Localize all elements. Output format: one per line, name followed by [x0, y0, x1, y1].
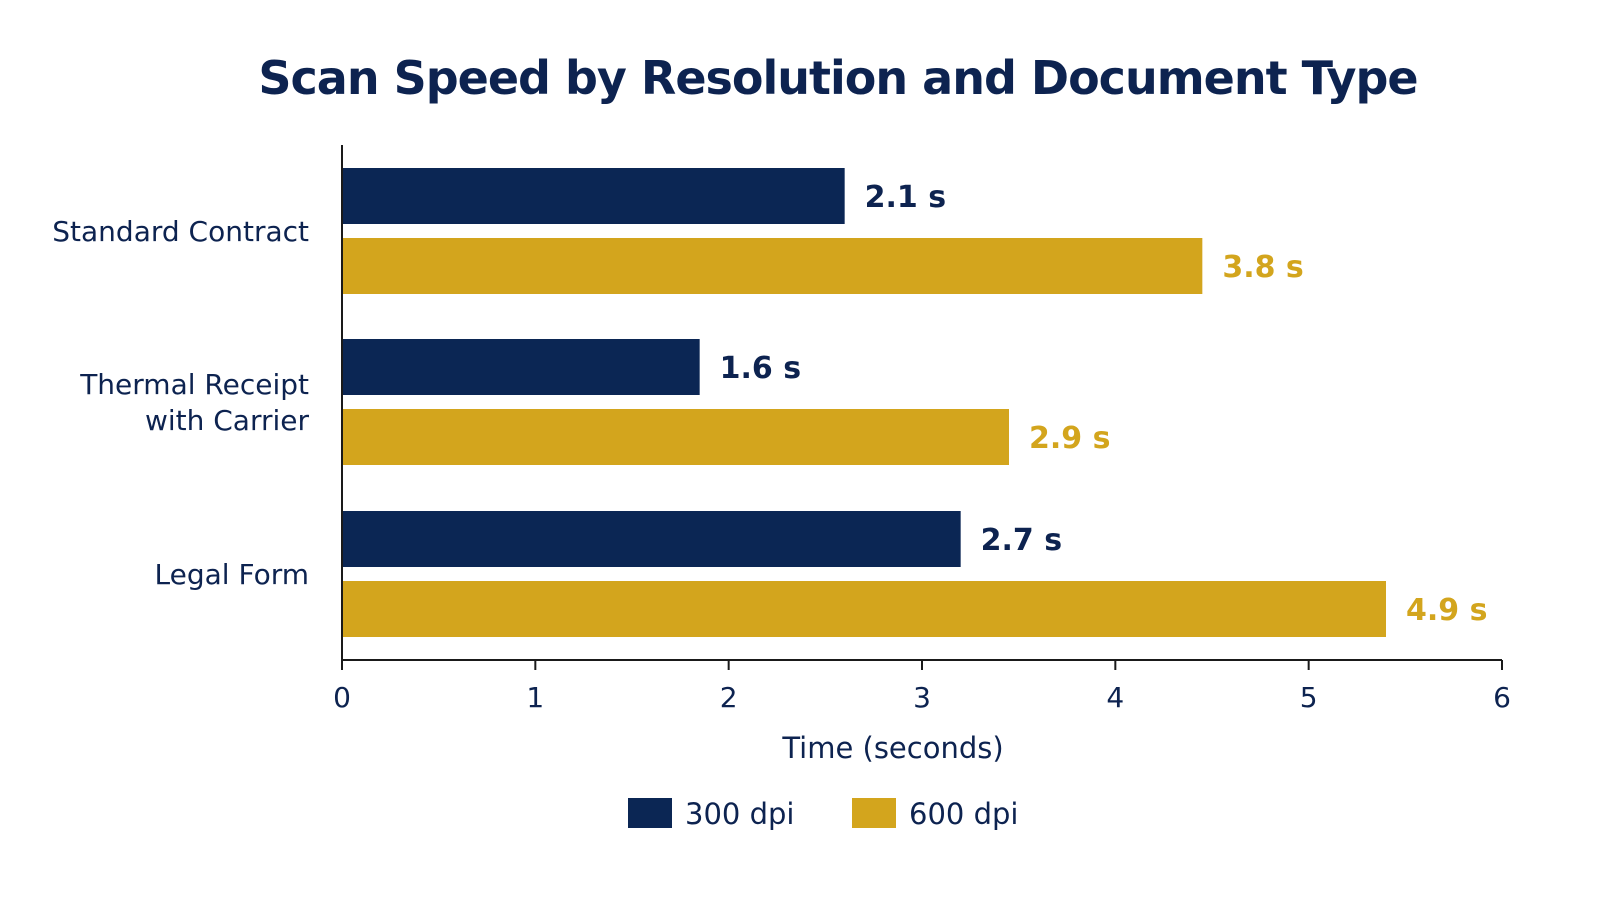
category-label-1-line-0: Thermal Receipt: [79, 368, 309, 401]
x-tick-label-6: 6: [1493, 681, 1511, 714]
value-label-600-dpi-0: 3.8 s: [1222, 250, 1303, 285]
bar-600-dpi-0: [342, 238, 1203, 294]
value-label-600-dpi-2: 4.9 s: [1406, 593, 1487, 628]
category-label-2-line-0: Legal Form: [155, 558, 309, 591]
bar-300-dpi-2: [342, 511, 961, 567]
x-tick-label-3: 3: [913, 681, 931, 714]
value-label-600-dpi-1: 2.9 s: [1029, 421, 1110, 456]
x-tick-label-1: 1: [526, 681, 544, 714]
x-axis: 0 1 2 3 4 5 6: [333, 145, 1511, 714]
chart-title: Scan Speed by Resolution and Document Ty…: [258, 51, 1417, 105]
bar-600-dpi-2: [342, 581, 1386, 637]
bars-layer: 2.1 s 1.6 s 2.7 s 3.8 s 2.9 s 4.9 s: [342, 168, 1487, 637]
x-tick-label-5: 5: [1300, 681, 1318, 714]
x-tick-label-4: 4: [1106, 681, 1124, 714]
legend-swatch-300-dpi: [628, 798, 672, 828]
x-tick-label-2: 2: [720, 681, 738, 714]
bar-600-dpi-1: [342, 409, 1009, 465]
category-label-0-line-0: Standard Contract: [52, 215, 309, 248]
bar-300-dpi-1: [342, 339, 700, 395]
legend-label-300-dpi: 300 dpi: [685, 797, 794, 831]
legend: 300 dpi 600 dpi: [628, 797, 1018, 831]
bar-300-dpi-0: [342, 168, 845, 224]
category-label-1-line-1: with Carrier: [145, 404, 310, 437]
legend-swatch-600-dpi: [852, 798, 896, 828]
legend-label-600-dpi: 600 dpi: [909, 797, 1018, 831]
value-label-300-dpi-0: 2.1 s: [865, 180, 946, 215]
x-axis-label: Time (seconds): [781, 731, 1003, 765]
x-tick-label-0: 0: [333, 681, 351, 714]
value-label-300-dpi-2: 2.7 s: [981, 523, 1062, 558]
value-label-300-dpi-1: 1.6 s: [720, 351, 801, 386]
